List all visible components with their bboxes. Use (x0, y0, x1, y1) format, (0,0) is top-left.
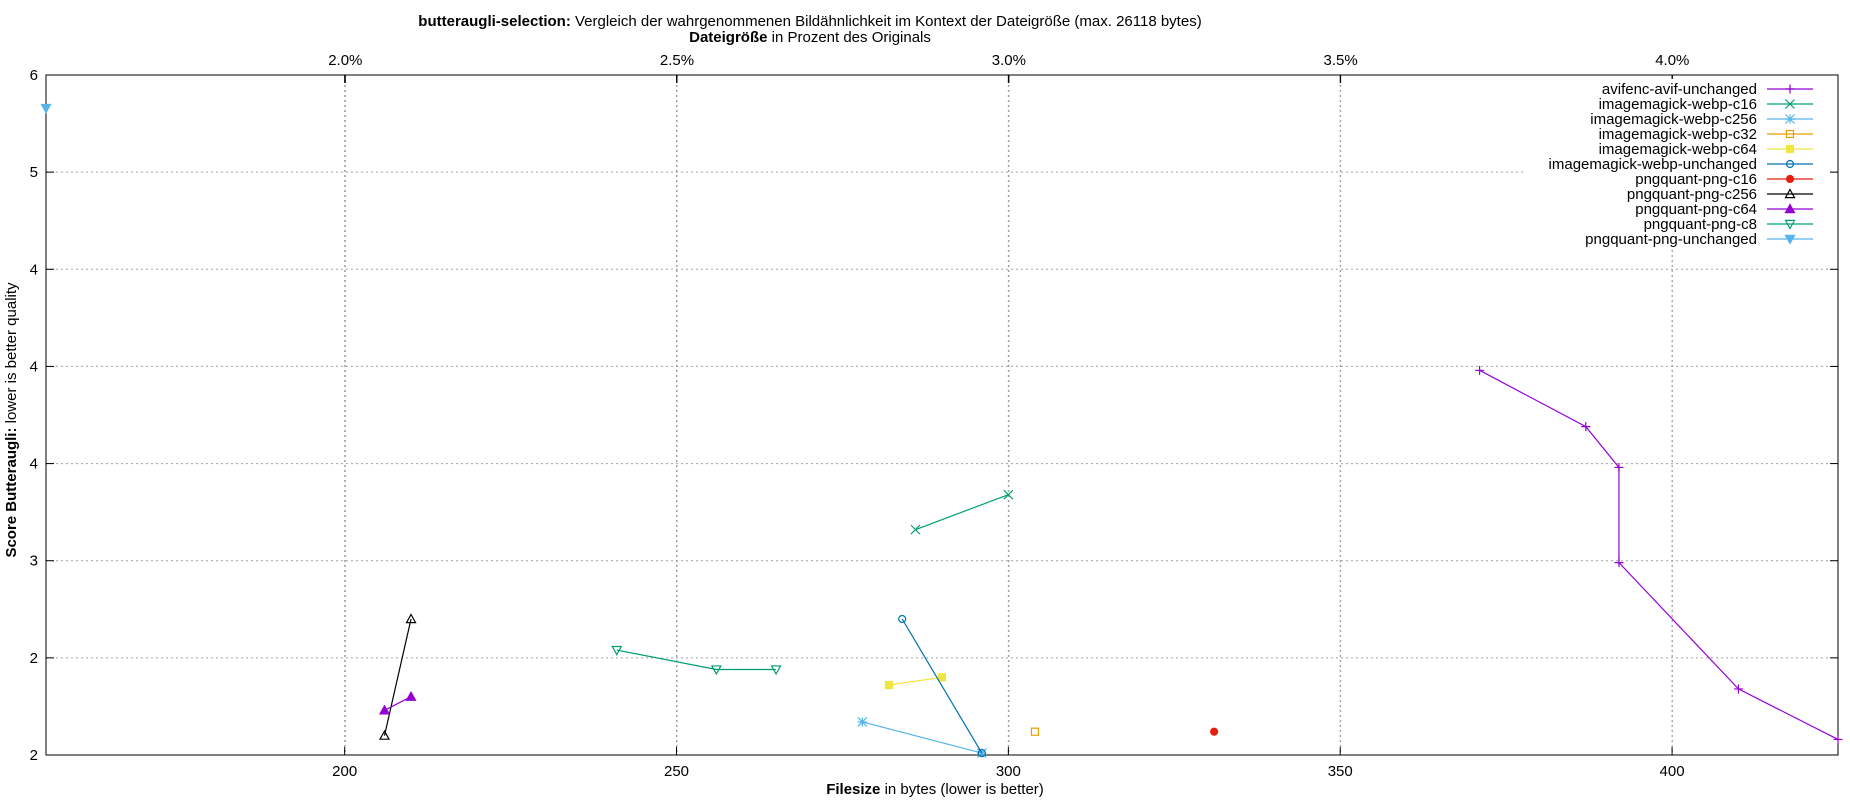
y-tick-label: 5 (30, 164, 38, 181)
legend-entry-label: pngquant-png-c8 (1644, 216, 1757, 233)
series-line (915, 494, 1009, 531)
legend-entry-label: imagemagick-webp-c32 (1599, 126, 1757, 143)
legend-entry-label: imagemagick-webp-unchanged (1549, 156, 1757, 173)
chart-title: butteraugli-selection: Vergleich der wah… (418, 13, 1201, 30)
data-point (1210, 727, 1219, 736)
y-tick-label: 4 (30, 456, 38, 473)
series-pngquant-png-c64 (378, 690, 417, 715)
data-point (1475, 365, 1485, 375)
legend-entry-label: pngquant-png-c256 (1627, 186, 1757, 203)
legend-entry-label: pngquant-png-unchanged (1585, 231, 1757, 248)
series-line (888, 676, 943, 686)
data-point (1833, 734, 1843, 744)
series-line (1479, 369, 1839, 740)
data-point (770, 665, 782, 676)
data-point (405, 613, 417, 624)
data-point (1785, 114, 1795, 124)
data-point (1784, 188, 1796, 199)
series-avifenc-avif-unchanged (1475, 365, 1843, 744)
data-point (1785, 129, 1795, 139)
data-point (1784, 203, 1796, 214)
series-imagemagick-webp-c32 (1030, 727, 1040, 736)
data-point (1614, 558, 1624, 568)
x-tick-label: 300 (996, 763, 1021, 780)
data-point (1581, 422, 1591, 432)
y-tick-label: 4 (30, 261, 38, 278)
x-tick-label: 200 (332, 763, 357, 780)
x2-axis-label: Dateigröße in Prozent des Originals (689, 29, 931, 46)
y-tick-label: 3 (30, 553, 38, 570)
data-point (405, 690, 417, 701)
data-point (857, 717, 868, 727)
data-series (40, 103, 1843, 758)
x2-tick-label: 2.0% (328, 52, 362, 69)
data-point (378, 704, 391, 715)
series-imagemagick-webp-unchanged (898, 614, 986, 758)
series-pngquant-png-c8 (611, 645, 782, 676)
series-pngquant-png-c16 (1210, 727, 1219, 736)
legend-entry-label: pngquant-png-c16 (1635, 171, 1757, 188)
series-imagemagick-webp-c64 (884, 673, 947, 690)
data-point (1733, 684, 1743, 694)
data-point (937, 673, 947, 682)
data-point (1785, 144, 1795, 154)
y-tick-label: 2 (30, 650, 38, 667)
data-point (884, 680, 894, 690)
data-point (898, 614, 907, 624)
legend-entry-label: imagemagick-webp-c16 (1599, 96, 1757, 113)
data-point (1784, 219, 1796, 230)
series-imagemagick-webp-c256 (857, 717, 987, 758)
axis-ticks: 200 250 300 350 400 2.0% 2.5% 3.0% 3.5% 4.0% 2 2 3 4 4… (30, 52, 1838, 780)
data-point (977, 748, 986, 758)
y-tick-label: 6 (30, 67, 38, 84)
data-point (1785, 174, 1795, 184)
x2-tick-label: 3.5% (1324, 52, 1358, 69)
series-imagemagick-webp-c16 (910, 489, 1014, 535)
data-point (378, 729, 391, 740)
data-point (1785, 159, 1795, 169)
data-point (40, 103, 52, 114)
legend-entry-label: imagemagick-webp-c256 (1590, 111, 1757, 128)
x-tick-label: 400 (1660, 763, 1685, 780)
x-tick-label: 350 (1328, 763, 1353, 780)
legend: avifenc-avif-unchangedimagemagick-webp-c… (1525, 79, 1830, 250)
data-point (611, 645, 623, 656)
data-point (1784, 234, 1796, 245)
series-line (862, 721, 982, 754)
plot-border (45, 74, 1839, 756)
data-point (1614, 462, 1624, 472)
data-point (1785, 84, 1795, 94)
legend-entry-label: avifenc-avif-unchanged (1602, 81, 1757, 98)
data-point (1030, 727, 1040, 736)
series-pngquant-png-unchanged (40, 103, 52, 114)
y-tick-label: 4 (30, 358, 38, 375)
data-point (1003, 489, 1014, 500)
series-pngquant-png-c256 (378, 613, 417, 740)
x-axis-label: Filesize in bytes (lower is better) (826, 781, 1044, 798)
series-line (901, 618, 983, 754)
data-point (710, 665, 722, 676)
series-line (383, 618, 412, 736)
data-point (1785, 99, 1795, 109)
y-axis-label: Score Butteraugli: lower is better quali… (3, 282, 20, 558)
x-tick-label: 250 (664, 763, 689, 780)
data-point (910, 524, 921, 535)
x2-tick-label: 3.0% (992, 52, 1026, 69)
grid-lines (46, 75, 1838, 755)
x2-tick-label: 2.5% (660, 52, 694, 69)
legend-entry-label: imagemagick-webp-c64 (1599, 141, 1757, 158)
legend-entry-label: pngquant-png-c64 (1635, 201, 1757, 218)
y-tick-label: 2 (30, 747, 38, 764)
x2-tick-label: 4.0% (1655, 52, 1689, 69)
series-line (616, 649, 777, 671)
